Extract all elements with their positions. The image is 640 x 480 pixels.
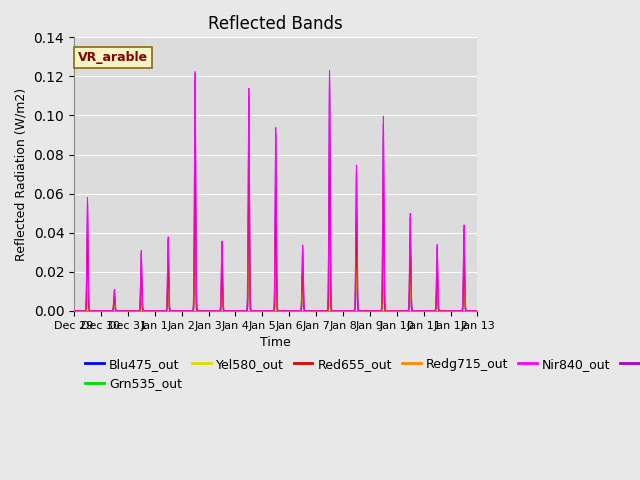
- Redg715_out: [295, 308, 303, 314]
- Nir840_out: [449, 308, 457, 314]
- Nir840_out: [295, 308, 303, 314]
- Red655_out: [326, 147, 333, 153]
- Red655_out: [474, 308, 481, 314]
- Nir840_out: [70, 308, 78, 314]
- Redg715_out: [474, 308, 481, 314]
- Blu475_out: [287, 308, 294, 314]
- Yel580_out: [474, 308, 481, 314]
- Red655_out: [182, 308, 190, 314]
- Nir945_out: [474, 308, 481, 314]
- Red655_out: [449, 308, 457, 314]
- Grn535_out: [438, 308, 446, 314]
- Red655_out: [70, 308, 78, 314]
- Blu475_out: [449, 308, 457, 314]
- Red655_out: [438, 308, 446, 314]
- Redg715_out: [392, 308, 400, 314]
- Red655_out: [392, 308, 400, 314]
- Grn535_out: [326, 176, 333, 182]
- Blu475_out: [295, 308, 303, 314]
- Yel580_out: [295, 308, 303, 314]
- Grn535_out: [449, 308, 457, 314]
- Yel580_out: [438, 308, 446, 314]
- Yel580_out: [287, 308, 294, 314]
- Yel580_out: [326, 236, 333, 242]
- Y-axis label: Reflected Radiation (W/m2): Reflected Radiation (W/m2): [15, 87, 28, 261]
- Blu475_out: [438, 308, 446, 314]
- Nir840_out: [287, 308, 294, 314]
- Nir945_out: [438, 308, 446, 314]
- Yel580_out: [182, 308, 190, 314]
- Grn535_out: [70, 308, 78, 314]
- Blu475_out: [70, 308, 78, 314]
- Blu475_out: [474, 308, 481, 314]
- Nir945_out: [326, 77, 333, 83]
- Grn535_out: [474, 308, 481, 314]
- Grn535_out: [182, 308, 190, 314]
- Grn535_out: [392, 308, 400, 314]
- Nir945_out: [392, 308, 400, 314]
- Line: Blu475_out: Blu475_out: [74, 234, 477, 311]
- Line: Red655_out: Red655_out: [74, 150, 477, 311]
- Nir945_out: [70, 308, 78, 314]
- Nir945_out: [182, 308, 190, 314]
- Yel580_out: [449, 308, 457, 314]
- Legend: Blu475_out, Grn535_out, Yel580_out, Red655_out, Redg715_out, Nir840_out, Nir945_: Blu475_out, Grn535_out, Yel580_out, Red6…: [80, 353, 640, 395]
- Line: Redg715_out: Redg715_out: [74, 160, 477, 311]
- Line: Nir840_out: Nir840_out: [74, 70, 477, 311]
- Line: Nir945_out: Nir945_out: [74, 80, 477, 311]
- Title: Reflected Bands: Reflected Bands: [209, 15, 343, 33]
- Red655_out: [295, 308, 303, 314]
- Redg715_out: [326, 157, 333, 163]
- Nir945_out: [295, 308, 303, 314]
- Red655_out: [287, 308, 294, 314]
- Line: Yel580_out: Yel580_out: [74, 239, 477, 311]
- X-axis label: Time: Time: [260, 336, 291, 349]
- Redg715_out: [70, 308, 78, 314]
- Nir840_out: [438, 308, 446, 314]
- Nir945_out: [449, 308, 457, 314]
- Text: VR_arable: VR_arable: [78, 51, 148, 64]
- Grn535_out: [295, 308, 303, 314]
- Yel580_out: [392, 308, 400, 314]
- Redg715_out: [182, 308, 190, 314]
- Grn535_out: [287, 308, 294, 314]
- Nir945_out: [287, 308, 294, 314]
- Line: Grn535_out: Grn535_out: [74, 179, 477, 311]
- Redg715_out: [449, 308, 457, 314]
- Redg715_out: [287, 308, 294, 314]
- Yel580_out: [70, 308, 78, 314]
- Nir840_out: [182, 308, 190, 314]
- Nir840_out: [326, 67, 333, 73]
- Blu475_out: [392, 308, 400, 314]
- Nir840_out: [392, 308, 400, 314]
- Blu475_out: [182, 308, 190, 314]
- Blu475_out: [326, 231, 333, 237]
- Redg715_out: [438, 308, 446, 314]
- Nir840_out: [474, 308, 481, 314]
